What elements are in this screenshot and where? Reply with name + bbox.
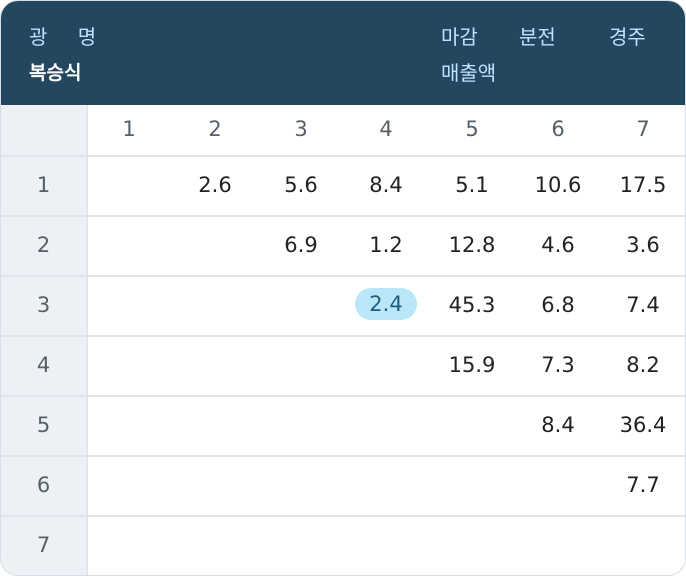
odds-cell[interactable]: 10.6 bbox=[534, 173, 582, 197]
odds-cell[interactable]: 5.1 bbox=[455, 173, 489, 197]
row-divider bbox=[1, 515, 685, 517]
odds-cell[interactable]: 3.6 bbox=[626, 233, 660, 257]
odds-cell-highlighted[interactable]: 2.4 bbox=[351, 288, 421, 320]
header-divider bbox=[1, 155, 685, 157]
column-header: 6 bbox=[551, 117, 565, 141]
row-divider bbox=[1, 275, 685, 277]
odds-cell[interactable]: 7.3 bbox=[541, 353, 575, 377]
column-header: 1 bbox=[122, 117, 136, 141]
odds-cell[interactable]: 45.3 bbox=[448, 293, 496, 317]
odds-cell[interactable]: 7.7 bbox=[626, 473, 660, 497]
row-header: 7 bbox=[36, 533, 51, 557]
deadline-label: 마감 bbox=[441, 25, 478, 49]
odds-cell[interactable]: 8.4 bbox=[369, 173, 403, 197]
row-header: 4 bbox=[36, 353, 51, 377]
odds-cell[interactable]: 2.6 bbox=[198, 173, 232, 197]
odds-cell[interactable]: 6.9 bbox=[284, 233, 318, 257]
odds-table: 1 2 3 4 5 6 7 1 2.6 5.6 8.4 5.1 10.6 17.5 2 6.9 1.2 12.8 4… bbox=[1, 105, 685, 575]
row-header: 5 bbox=[36, 413, 51, 437]
odds-cell[interactable]: 1.2 bbox=[369, 233, 403, 257]
row-divider bbox=[1, 215, 685, 217]
row-divider bbox=[1, 395, 685, 397]
odds-cell[interactable]: 17.5 bbox=[619, 173, 667, 197]
race-label: 경주 bbox=[609, 25, 646, 49]
row-divider bbox=[1, 335, 685, 337]
column-header: 5 bbox=[465, 117, 479, 141]
row-header: 1 bbox=[36, 173, 51, 197]
header-bar: 광 명 복승식 마감 매출액 분전 경주 bbox=[1, 1, 685, 105]
odds-cell[interactable]: 8.2 bbox=[626, 353, 660, 377]
row-header: 2 bbox=[36, 233, 51, 257]
column-header: 7 bbox=[636, 117, 650, 141]
column-header: 4 bbox=[379, 117, 393, 141]
minute-label: 분전 bbox=[519, 25, 556, 49]
sales-label: 매출액 bbox=[441, 61, 497, 85]
bet-type-label: 복승식 bbox=[29, 62, 82, 84]
odds-cell[interactable]: 6.8 bbox=[541, 293, 575, 317]
row-header: 6 bbox=[36, 473, 51, 497]
odds-cell[interactable]: 8.4 bbox=[541, 413, 575, 437]
row-header: 3 bbox=[36, 293, 51, 317]
row-divider bbox=[1, 455, 685, 457]
row-header-column bbox=[1, 105, 86, 575]
odds-cell[interactable]: 36.4 bbox=[619, 413, 667, 437]
venue-title: 광 명 bbox=[29, 25, 109, 49]
odds-cell[interactable]: 4.6 bbox=[541, 233, 575, 257]
highlight-pill: 2.4 bbox=[355, 288, 417, 320]
column-header: 3 bbox=[294, 117, 308, 141]
row-header-divider bbox=[86, 105, 88, 575]
odds-cell[interactable]: 5.6 bbox=[284, 173, 318, 197]
column-header: 2 bbox=[208, 117, 222, 141]
odds-cell[interactable]: 7.4 bbox=[626, 293, 660, 317]
odds-cell[interactable]: 15.9 bbox=[448, 353, 496, 377]
odds-cell[interactable]: 12.8 bbox=[448, 233, 496, 257]
